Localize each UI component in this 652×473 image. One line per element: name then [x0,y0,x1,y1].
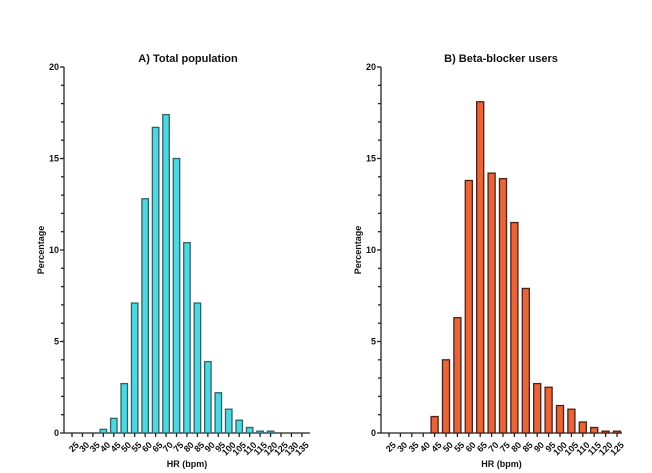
chart-title: A) Total population [138,53,238,65]
y-tick-label: 0 [371,428,376,438]
y-tick-label: 10 [49,245,59,255]
y-axis-label: Percentage [353,226,363,275]
bar-125 [612,430,622,434]
bar-75 [498,177,508,434]
bar-50 [120,382,129,434]
bar-95 [214,392,223,434]
bar-90 [203,360,212,434]
bar-105 [235,419,244,434]
bar-115 [590,426,599,434]
bar-55 [130,302,139,434]
y-tick-label: 15 [49,154,59,164]
bar-110 [245,426,254,434]
y-axis-label: Percentage [36,226,46,275]
x-axis-label: HR (bpm) [481,459,522,469]
bar-45 [109,417,118,434]
bar-75 [172,157,181,434]
bar-65 [151,126,160,434]
bar-80 [183,242,191,434]
chart-title: B) Beta-blocker users [444,53,558,65]
bar-70 [162,113,170,434]
y-tick-label: 20 [49,62,59,72]
bar-70 [487,172,496,434]
bar-120 [266,430,275,434]
bar-110 [578,421,587,434]
bar-85 [193,302,202,434]
bar-45 [430,415,439,434]
y-tick-label: 10 [366,245,376,255]
y-tick-label: 5 [54,337,59,347]
bar-80 [510,221,519,434]
bar-50 [441,359,451,434]
x-axis-label: HR (bpm) [167,459,208,469]
bar-55 [453,317,462,434]
y-tick-label: 20 [366,62,376,72]
y-tick-label: 5 [371,337,376,347]
bar-90 [533,382,542,434]
bar-100 [224,408,233,434]
bar-60 [464,179,473,434]
bar-120 [601,430,610,434]
bar-100 [555,404,565,434]
bar-95 [544,386,553,434]
chart-panel-b: B) Beta-blocker users05101520Percentage2… [353,53,626,469]
bar-85 [521,287,530,434]
y-tick-label: 15 [366,154,376,164]
bar-105 [567,408,576,434]
bar-115 [256,430,264,434]
chart-panel-a: A) Total population05101520Percentage253… [36,53,311,469]
bar-60 [141,198,150,434]
bar-65 [476,101,485,434]
bar-40 [99,428,108,434]
y-tick-label: 0 [54,428,59,438]
x-tick-label: 125 [608,440,626,458]
